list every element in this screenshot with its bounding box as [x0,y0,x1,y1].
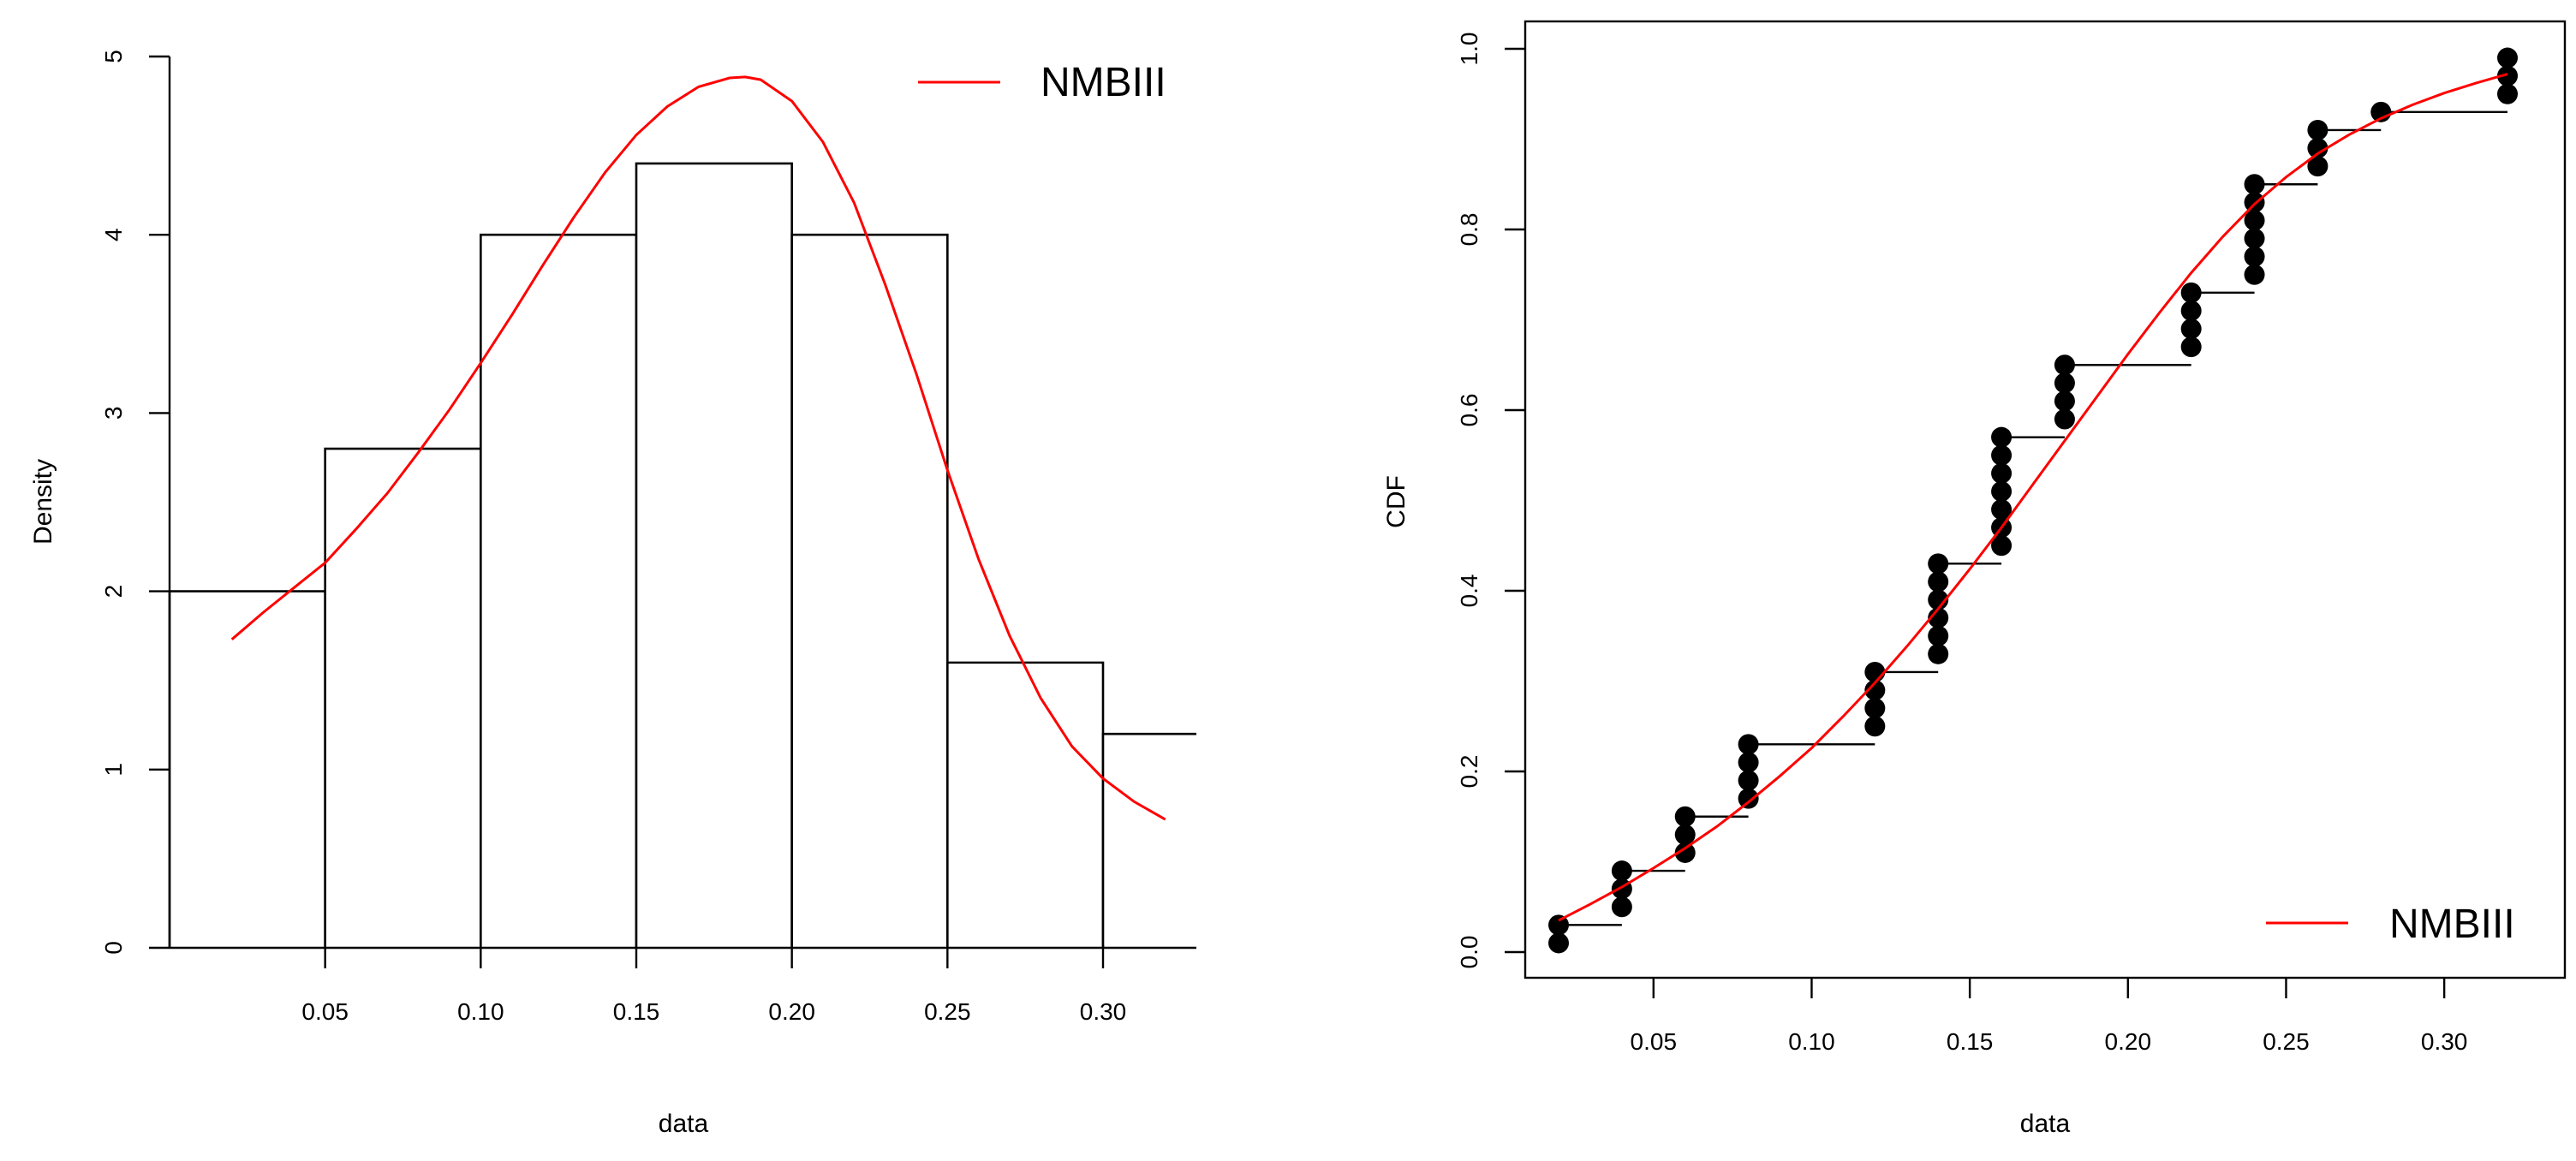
ecdf-point [1611,860,1632,882]
ecdf-point [2180,336,2202,358]
x-axis-title: data [2020,1110,2071,1138]
y-tick-label: 0.8 [1456,213,1482,247]
ecdf-point [1928,607,1949,628]
ecdf-point [1611,896,1632,918]
ecdf-steps [1559,110,2507,926]
ecdf-point [1928,625,1949,646]
x-tick-label: 0.25 [924,998,971,1025]
nmbiii-density-curve [230,75,1166,821]
x-tick-label: 0.15 [1947,1028,1994,1055]
x-tick-label: 0.05 [301,998,349,1025]
ecdf-point [2244,228,2265,249]
ecdf-point [1928,553,1949,575]
ecdf-point [1738,788,1759,809]
ecdf-point [1548,914,1569,936]
y-tick-label: 0 [100,941,127,955]
y-tick-label: 1 [100,763,127,777]
ecdf-point [2307,119,2329,140]
ecdf-point [1928,643,1949,664]
ecdf-point [2497,65,2518,86]
ecdf-point [2054,390,2075,412]
ecdf-point [2244,210,2265,231]
ecdf-point [1864,698,1886,719]
ecdf-point [2180,319,2202,340]
ecdf-point [1991,535,2012,557]
ecdf-point [2054,354,2075,376]
ecdf-point [2054,372,2075,394]
ecdf-point [1738,734,1759,755]
ecdf-point [1991,499,2012,521]
y-tick-label: 0.4 [1456,575,1482,608]
x-tick-label: 0.10 [457,998,504,1025]
x-axis-ticks: 0.05 0.10 0.15 0.20 0.25 0.30 [301,948,1126,1025]
ecdf-point [1864,680,1886,701]
x-tick-label: 0.25 [2263,1028,2310,1055]
ecdf-point [2497,83,2518,104]
ecdf-point [1991,462,2012,484]
y-axis-title: Density [29,459,57,545]
x-tick-label: 0.15 [613,998,660,1025]
ecdf-point [1864,661,1886,682]
ecdf-point [2497,47,2518,68]
ecdf-point [2054,408,2075,430]
y-tick-label: 0.0 [1456,936,1482,969]
histogram-bar [324,447,482,948]
y-axis-ticks: 0 1 2 3 4 5 [100,50,170,955]
histogram-bar [480,233,638,948]
ecdf-point [2244,246,2265,267]
y-tick-label: 1.0 [1456,33,1482,66]
histogram-bar [946,661,1105,948]
histogram-bar [635,162,793,948]
histogram-bar [168,590,326,948]
legend-label: NMBIII [2389,902,2515,947]
ecdf-point [1991,444,2012,466]
nmbiii-cdf-curve [1558,73,2508,922]
x-axis-ticks: 0.05 0.10 0.15 0.20 0.25 0.30 [1631,978,2468,1055]
ecdf-point [1864,716,1886,737]
y-tick-label: 5 [100,50,127,63]
ecdf-point [1928,571,1949,592]
ecdf-point [2244,174,2265,195]
ecdf-point [1674,842,1696,863]
ecdf-point [1674,806,1696,827]
ecdf-point [1991,426,2012,448]
y-tick-label: 4 [100,228,127,241]
x-tick-label: 0.30 [1080,998,1127,1025]
histogram-bar [790,233,949,948]
y-tick-label: 0.6 [1456,394,1482,427]
x-tick-label: 0.20 [2105,1028,2152,1055]
legend: NMBIII [2266,902,2515,947]
x-tick-label: 0.30 [2421,1028,2468,1055]
ecdf-point [1674,824,1696,845]
ecdf-point [1991,480,2012,502]
ecdf-point [1738,752,1759,773]
plot-frame [1524,20,2567,979]
ecdf-point [2180,282,2202,303]
y-axis-ticks: 0.0 0.2 0.4 0.6 0.8 1.0 [1456,33,1525,969]
legend: NMBIII [918,60,1166,105]
y-axis-title: CDF [1382,475,1410,528]
x-tick-label: 0.10 [1788,1028,1835,1055]
legend-label: NMBIII [1041,60,1166,105]
ecdf-point [2180,300,2202,321]
x-tick-label: 0.20 [768,998,815,1025]
ecdf-points [1548,47,2518,954]
cdf-panel: 0.05 0.10 0.15 0.20 0.25 0.30 0.0 0.2 0.4 0.6 0.8… [1382,20,2567,1138]
ecdf-point [1548,932,1569,954]
ecdf-point [2307,138,2329,159]
x-axis-title: data [659,1110,709,1138]
density-histogram-panel: 0.05 0.10 0.15 0.20 0.25 0.30 0 1 2 3 4 5 data Den… [29,50,1196,1138]
ecdf-point [1738,770,1759,791]
histogram-bars [168,162,1196,948]
y-tick-label: 0.2 [1456,755,1482,789]
y-tick-label: 2 [100,585,127,598]
ecdf-point [2244,192,2265,213]
histogram-bar [1101,732,1196,948]
ecdf-point [2307,156,2329,177]
y-tick-label: 3 [100,407,127,420]
x-tick-label: 0.05 [1631,1028,1678,1055]
ecdf-point [1928,589,1949,610]
ecdf-point [2244,264,2265,285]
